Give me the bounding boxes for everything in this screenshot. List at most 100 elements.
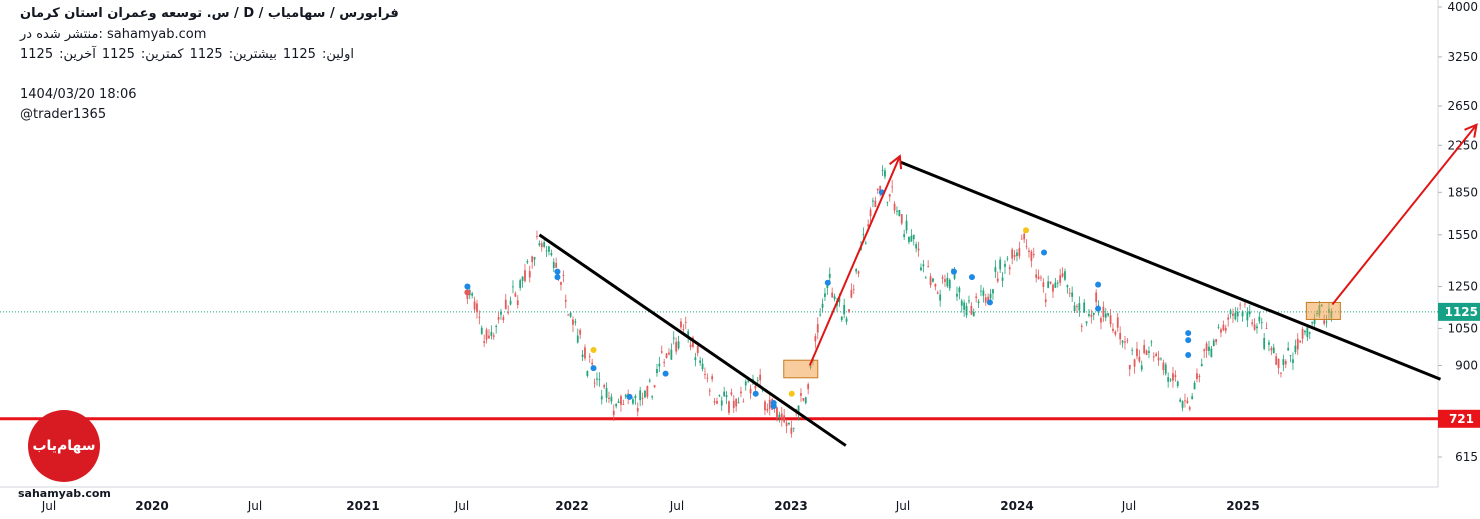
candle — [1244, 302, 1246, 308]
candle — [1136, 341, 1138, 360]
candle-body — [1052, 284, 1054, 292]
candle-body — [968, 300, 970, 302]
candle-body — [1136, 348, 1138, 357]
candle-body — [1016, 252, 1018, 256]
candle-body — [1227, 317, 1230, 320]
candle — [1210, 345, 1213, 358]
candle — [776, 406, 778, 422]
candle-body — [1162, 362, 1165, 371]
candle-body — [675, 342, 678, 352]
candle — [744, 379, 747, 391]
candle — [1301, 326, 1304, 344]
candle-body — [740, 391, 742, 394]
candle-body — [1140, 365, 1143, 370]
candle-body — [903, 234, 906, 237]
candle — [1280, 372, 1282, 378]
candle-body — [708, 390, 711, 392]
candle-body — [1133, 359, 1136, 367]
y-tick-label: 615 — [1455, 450, 1478, 464]
candle-body — [1102, 306, 1105, 318]
candle-body — [939, 294, 942, 301]
candle — [1148, 346, 1150, 359]
candle-body — [574, 321, 577, 323]
candle-body — [932, 278, 934, 282]
candle-body — [732, 400, 735, 408]
candle — [1167, 372, 1170, 388]
candle-body — [1116, 317, 1119, 328]
candle — [1018, 241, 1021, 260]
candle — [1200, 358, 1203, 367]
candle-body — [1004, 263, 1006, 267]
candle — [1016, 248, 1018, 262]
candle-body — [1092, 312, 1095, 315]
candle — [888, 193, 891, 202]
candle — [1083, 298, 1086, 314]
candle-body — [1244, 303, 1246, 305]
candle-body — [1188, 407, 1191, 410]
candle — [936, 290, 939, 295]
candle-body — [504, 299, 507, 309]
candle-body — [648, 380, 651, 382]
candle — [1064, 268, 1066, 282]
candle — [1188, 405, 1191, 412]
candle-body — [512, 286, 514, 288]
x-tick-label: Jul — [454, 499, 469, 513]
candle — [845, 316, 848, 325]
candle — [1114, 330, 1117, 337]
candle-body — [908, 236, 910, 243]
candle-body — [797, 405, 800, 414]
candle-body — [1025, 245, 1028, 247]
candle-body — [1085, 321, 1088, 324]
candle — [876, 187, 879, 194]
candle — [1220, 327, 1222, 338]
candle — [483, 334, 486, 347]
candle — [850, 283, 853, 299]
candle-body — [958, 287, 961, 293]
x-tick-label: Jul — [669, 499, 684, 513]
candle — [948, 278, 951, 291]
candle — [586, 370, 589, 378]
candle-body — [1292, 359, 1294, 363]
candle-body — [653, 385, 656, 388]
candle — [903, 229, 906, 240]
candle-body — [749, 388, 752, 394]
candle-body — [1169, 379, 1172, 381]
candle-body — [1265, 328, 1268, 329]
candle — [1056, 280, 1059, 288]
candle-body — [1220, 329, 1222, 333]
candle-body — [821, 303, 824, 308]
candle-body — [1068, 292, 1071, 294]
candle — [819, 308, 822, 317]
candle-body — [1200, 364, 1203, 367]
candle — [1071, 286, 1074, 303]
candle — [749, 384, 752, 400]
candle-body — [1090, 314, 1093, 317]
candle — [915, 241, 918, 253]
candle — [1203, 348, 1206, 359]
candle-body — [915, 244, 918, 249]
candle — [1100, 316, 1102, 330]
candle — [831, 287, 834, 298]
candle-body — [922, 264, 925, 267]
candle — [672, 331, 675, 345]
candle — [1004, 260, 1006, 275]
candle — [658, 356, 661, 373]
candle — [886, 201, 889, 207]
candle — [497, 312, 500, 324]
candle-body — [687, 331, 690, 337]
candle-body — [814, 336, 817, 342]
candle-body — [1040, 277, 1042, 279]
candle — [1292, 352, 1294, 371]
candle-body — [528, 271, 531, 278]
candle-body — [879, 185, 882, 191]
candle — [960, 298, 963, 313]
candle-body — [1080, 325, 1083, 328]
candle — [816, 317, 819, 340]
candle-body — [502, 317, 505, 321]
candle-body — [694, 357, 697, 361]
candle-body — [656, 369, 658, 374]
candle — [1179, 397, 1182, 403]
candle — [1061, 267, 1064, 278]
